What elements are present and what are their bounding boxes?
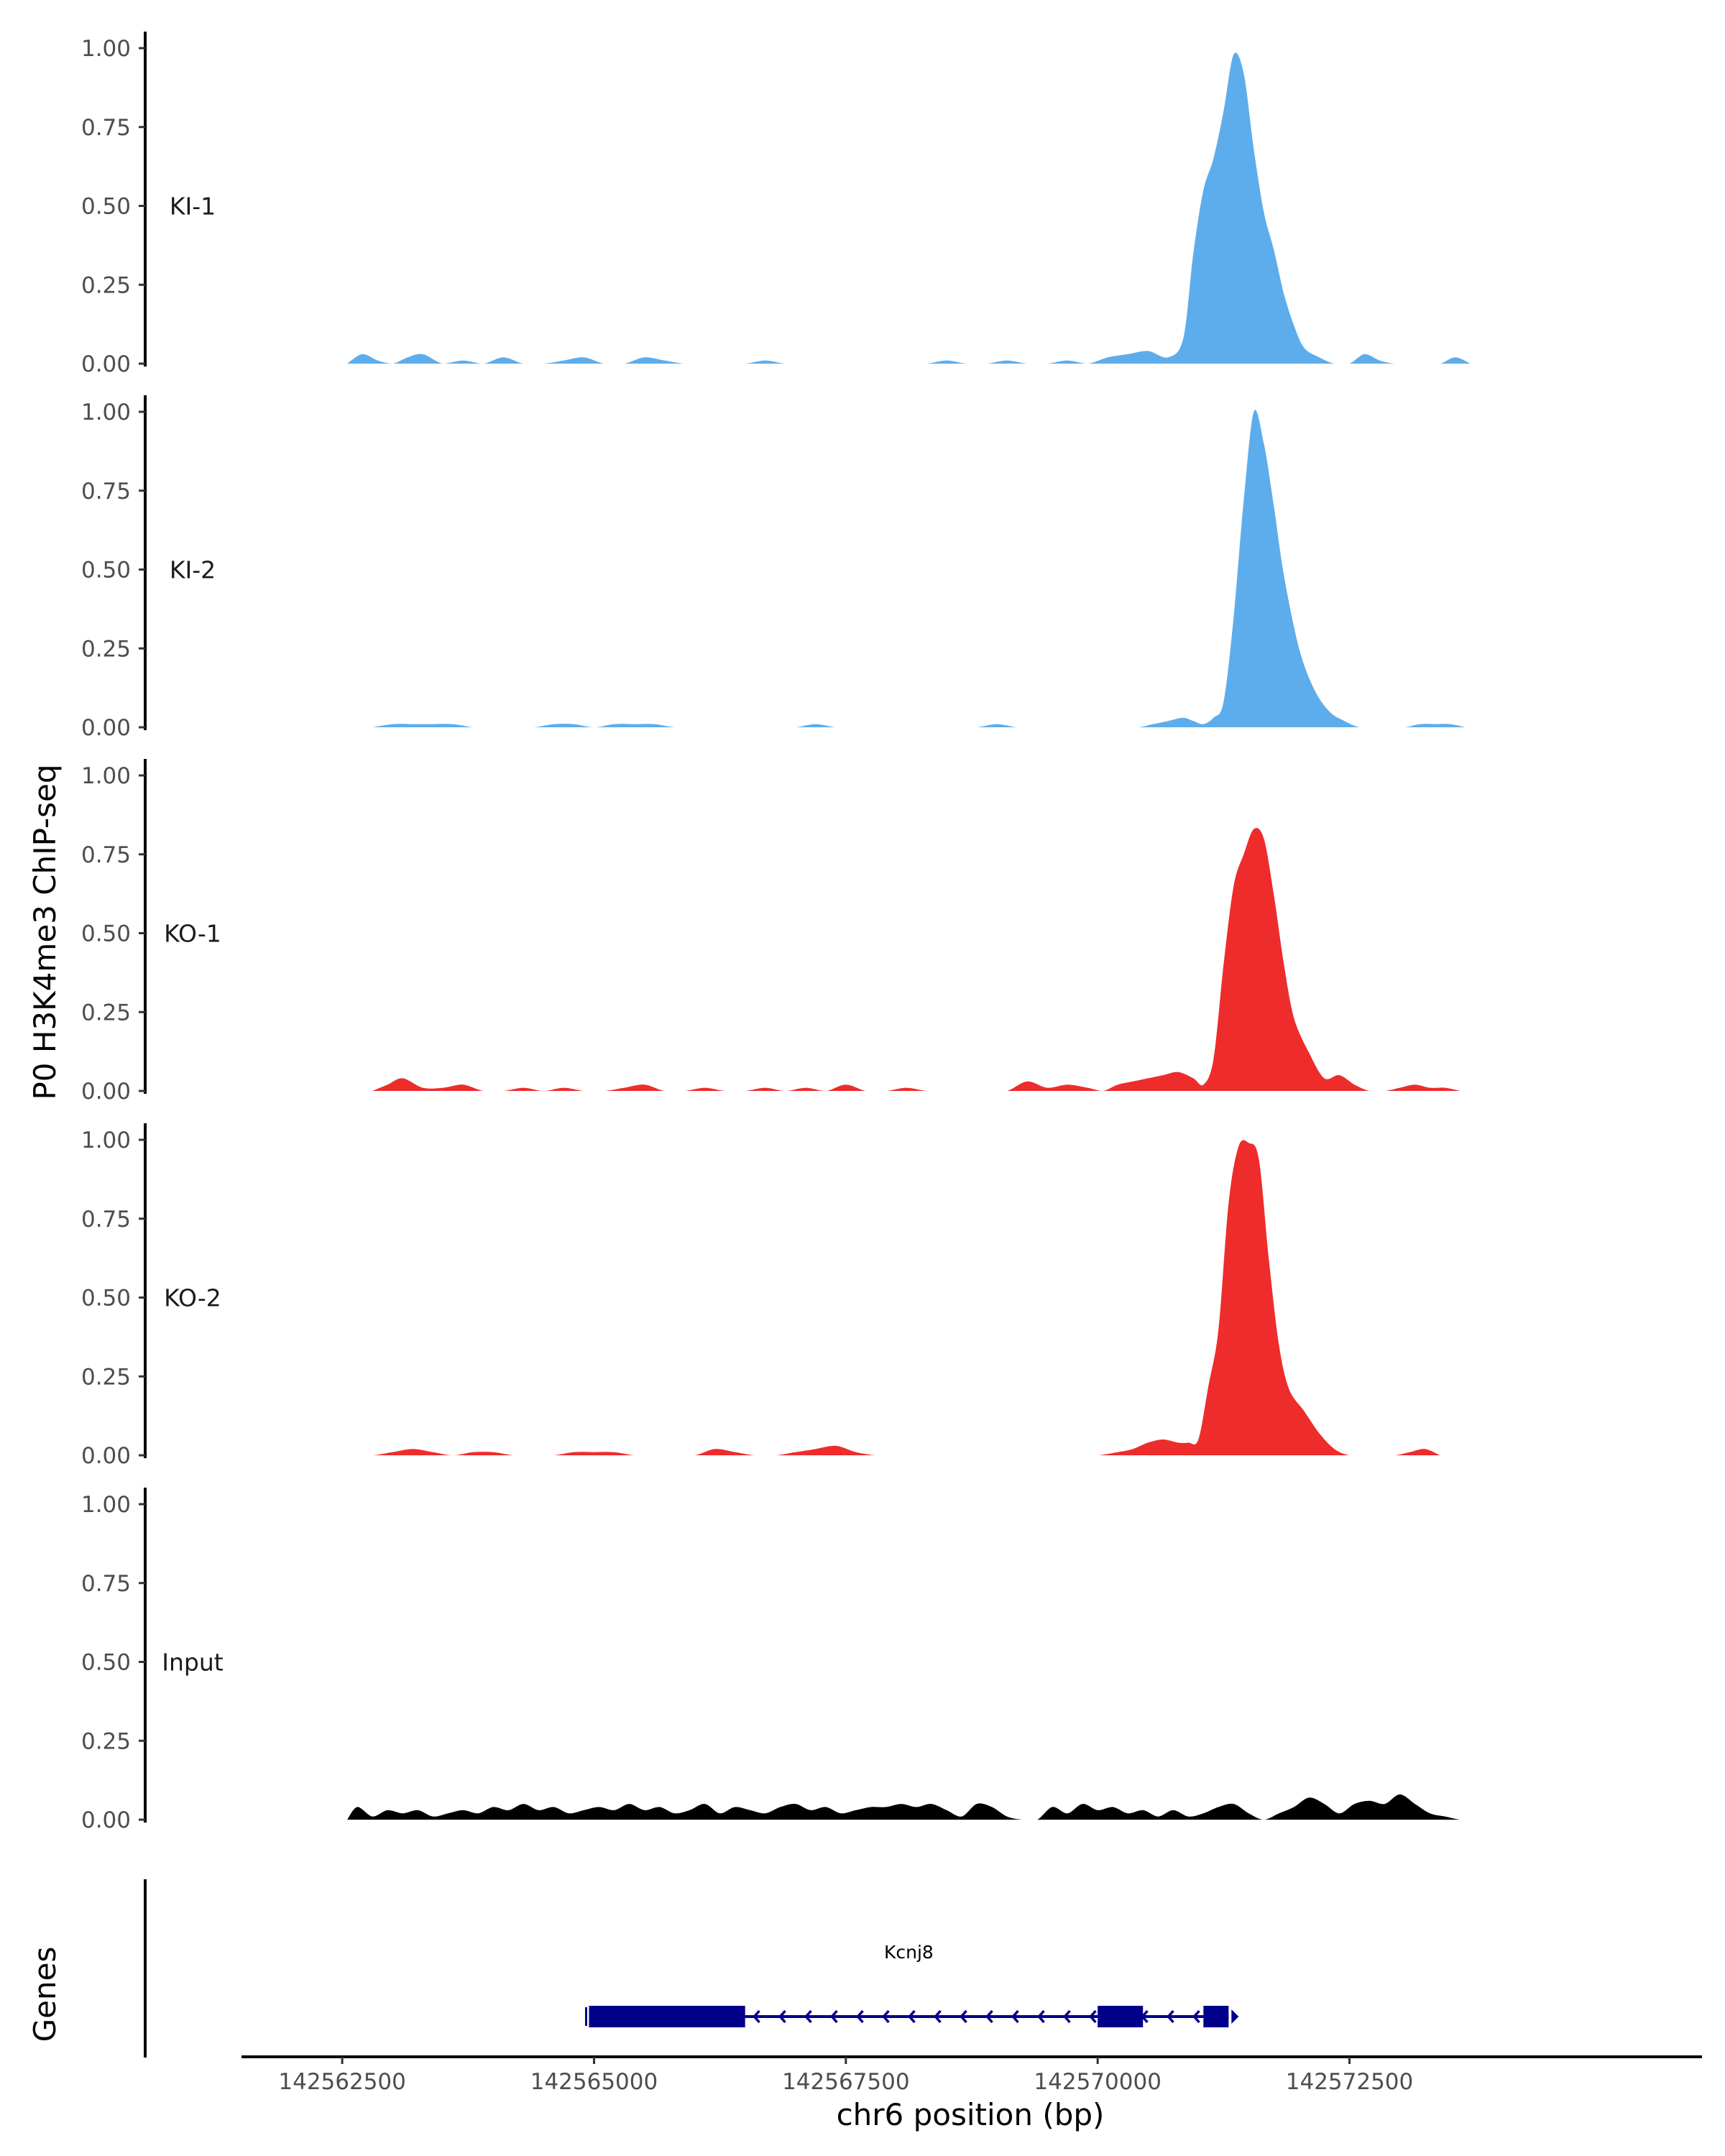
y-tick-label: 0.50 bbox=[81, 194, 131, 220]
y-tick-label: 0.00 bbox=[81, 1443, 131, 1469]
y-tick-label: 1.00 bbox=[81, 1492, 131, 1518]
strand-arrow bbox=[1037, 2009, 1045, 2024]
gene-end-cap bbox=[1231, 2009, 1239, 2024]
y-tick-label: 0.25 bbox=[81, 1000, 131, 1026]
gene-label: Kcnj8 bbox=[884, 1942, 934, 1963]
track-ki-2: 0.00 0.25 0.50 0.75 1.00 KI-2 bbox=[81, 395, 1466, 741]
strand-arrow bbox=[934, 2009, 942, 2024]
y-tick-label: 1.00 bbox=[81, 36, 131, 62]
y-tick-label: 0.50 bbox=[81, 1650, 131, 1676]
y-tick-label: 0.25 bbox=[81, 636, 131, 662]
gene-exon bbox=[1098, 2006, 1144, 2027]
gene-exon bbox=[1203, 2006, 1229, 2027]
y-tick-label: 0.50 bbox=[81, 921, 131, 947]
y-tick-label: 0.75 bbox=[81, 842, 131, 868]
strand-arrow bbox=[960, 2009, 967, 2024]
coverage-area-input bbox=[347, 1794, 1471, 1820]
track-label: KI-1 bbox=[170, 193, 216, 221]
track-ko-1: 0.00 0.25 0.50 0.75 1.00 KO-1 bbox=[81, 759, 1460, 1105]
y-tick-label: 0.00 bbox=[81, 1807, 131, 1833]
strand-arrow bbox=[778, 2009, 786, 2024]
x-tick-label: 142562500 bbox=[278, 2069, 406, 2095]
track-label: KO-1 bbox=[164, 920, 221, 948]
y-tick-label: 1.00 bbox=[81, 400, 131, 425]
strand-arrow bbox=[1063, 2009, 1071, 2024]
x-tick-label: 142570000 bbox=[1034, 2069, 1162, 2095]
y-tick-label: 0.50 bbox=[81, 558, 131, 584]
strand-arrow bbox=[753, 2009, 760, 2024]
track-input: 0.00 0.25 0.50 0.75 1.00 Input bbox=[81, 1488, 1471, 1833]
track-label: Input bbox=[162, 1649, 224, 1677]
strand-arrow bbox=[1167, 2009, 1174, 2024]
y-tick-label: 0.00 bbox=[81, 715, 131, 741]
track-label: KO-2 bbox=[164, 1284, 221, 1312]
y-tick-label: 0.25 bbox=[81, 272, 131, 298]
strand-arrow bbox=[908, 2009, 916, 2024]
strand-arrow bbox=[804, 2009, 812, 2024]
y-tick-label: 0.75 bbox=[81, 479, 131, 505]
strand-arrow bbox=[1011, 2009, 1019, 2024]
genes-axis-title: Genes bbox=[27, 1947, 63, 2042]
x-axis: chr6 position (bp) 142562500 142565000 142… bbox=[242, 2055, 1702, 2132]
track-ki-1: 0.00 0.25 0.50 0.75 1.00 KI-1 bbox=[81, 32, 1471, 377]
x-tick-label: 142567500 bbox=[782, 2069, 910, 2095]
track-label: KI-2 bbox=[170, 556, 216, 584]
gene-model-kcnj8: Kcnj8 bbox=[584, 1942, 1239, 2027]
y-tick-label: 1.00 bbox=[81, 1128, 131, 1153]
coverage-area-ko-2 bbox=[352, 1140, 1440, 1455]
y-tick-label: 0.00 bbox=[81, 351, 131, 377]
strand-arrow bbox=[856, 2009, 864, 2024]
y-tick-label: 1.00 bbox=[81, 763, 131, 789]
y-axis-title: P0 H3K4me3 ChIP-seq bbox=[27, 764, 63, 1100]
gene-exon bbox=[589, 2006, 745, 2027]
strand-arrow bbox=[1089, 2009, 1097, 2024]
y-tick-label: 0.75 bbox=[81, 1571, 131, 1597]
strand-arrow bbox=[830, 2009, 838, 2024]
chip-seq-tracks: 0.00 0.25 0.50 0.75 1.00 KI-1 0.00 0.25 0.50 0.75… bbox=[81, 32, 1471, 1833]
coverage-area-ki-2 bbox=[372, 410, 1466, 727]
y-tick-label: 0.75 bbox=[81, 1207, 131, 1233]
strand-arrow bbox=[1192, 2009, 1200, 2024]
coverage-area-ko-1 bbox=[372, 828, 1460, 1091]
gene-annotation-track: Genes Kcnj8 bbox=[27, 1879, 1239, 2058]
y-tick-label: 0.25 bbox=[81, 1364, 131, 1390]
x-axis-title: chr6 position (bp) bbox=[837, 2097, 1105, 2132]
strand-arrow bbox=[985, 2009, 993, 2024]
x-tick-label: 142572500 bbox=[1286, 2069, 1414, 2095]
y-tick-label: 0.50 bbox=[81, 1286, 131, 1312]
coverage-area-ki-1 bbox=[347, 52, 1471, 364]
y-tick-label: 0.00 bbox=[81, 1079, 131, 1105]
track-ko-2: 0.00 0.25 0.50 0.75 1.00 KO-2 bbox=[81, 1123, 1440, 1469]
y-tick-label: 0.25 bbox=[81, 1728, 131, 1754]
strand-arrow bbox=[882, 2009, 890, 2024]
x-tick-label: 142565000 bbox=[530, 2069, 658, 2095]
y-tick-label: 0.75 bbox=[81, 115, 131, 141]
